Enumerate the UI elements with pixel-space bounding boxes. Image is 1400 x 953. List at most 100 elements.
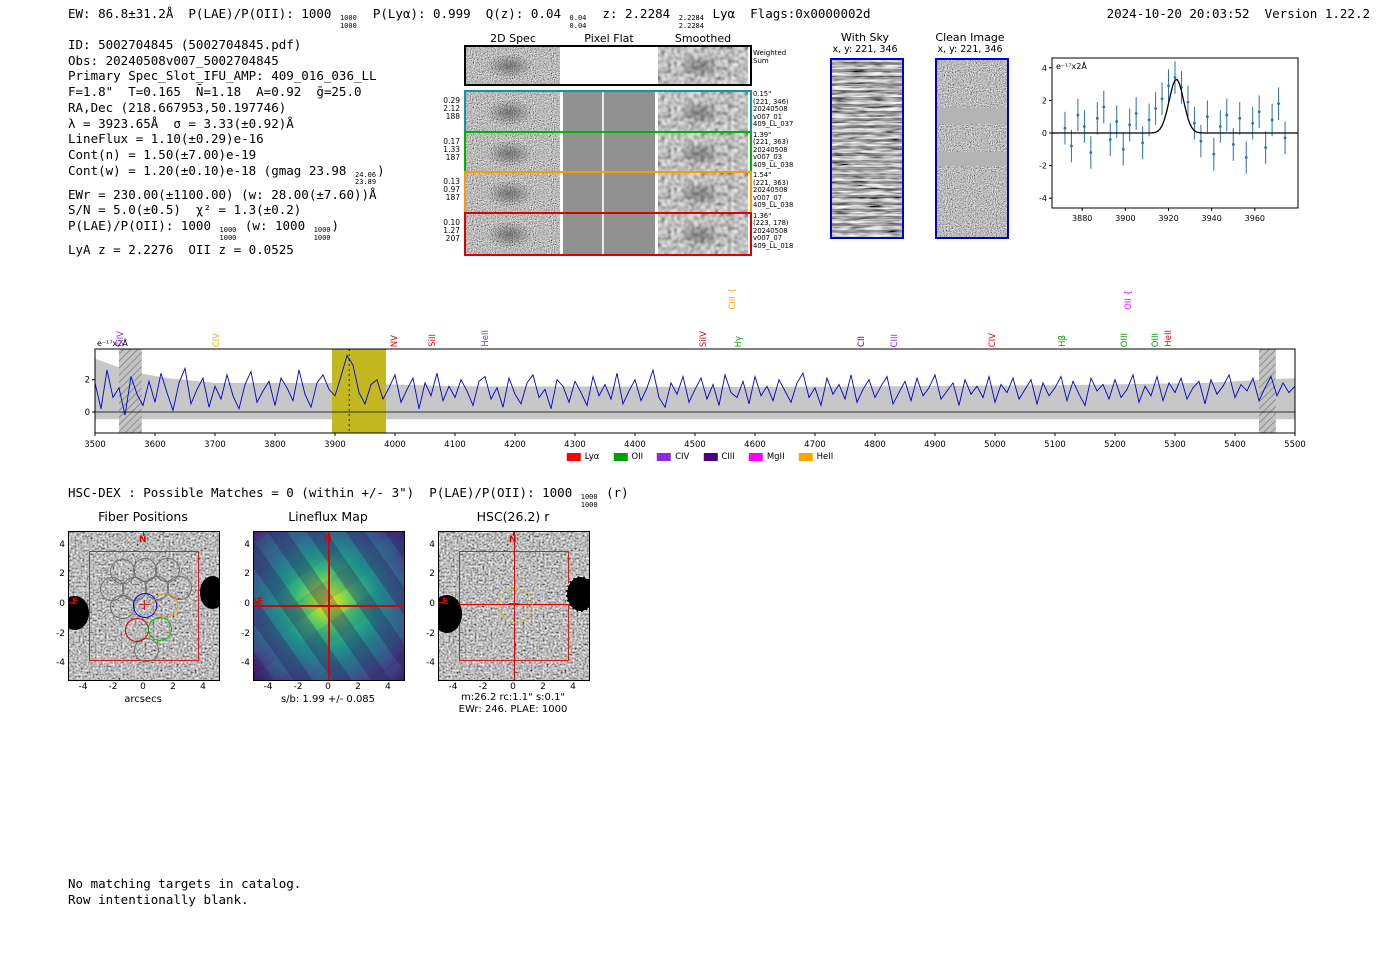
stamp-left-labels: 0.10 1.27 207 xyxy=(434,218,460,244)
compass-east-tick xyxy=(439,602,443,603)
info-line-8: Cont(w) = 1.20(±0.10)e-18 (gmag 23.98 24… xyxy=(68,162,385,187)
data-point xyxy=(1134,112,1138,115)
catalog-match-summary: HSC-DEX : Possible Matches = 0 (within +… xyxy=(68,485,629,509)
x-tick-label: -2 xyxy=(478,682,488,692)
col-header-smoothed: Smoothed xyxy=(674,32,732,45)
fiber-positions-image xyxy=(68,531,220,681)
y-tick-label: 0 xyxy=(85,408,90,418)
data-point xyxy=(1102,105,1106,109)
data-point xyxy=(1244,156,1248,159)
info-line-7: Cont(n) = 1.50(±7.00)e-19 xyxy=(68,146,257,162)
x-tick-label: 4000 xyxy=(384,440,406,450)
masked-region xyxy=(119,349,142,433)
stamp-row xyxy=(464,171,752,215)
stamp-annotation-line: 0.15" xyxy=(753,90,772,98)
stamp-annotation: 0.15" (221, 346) 20240508 v007_01 409_LL_037 xyxy=(753,90,805,129)
info-line-5: λ = 3923.65Å σ = 3.33(±0.92)Å xyxy=(68,115,294,131)
full-spectrum-plot: 3500 3600 3700 3800 3900 4000 4100 4200 4300 4400… xyxy=(85,338,1306,450)
y-tick-label: 4 xyxy=(244,539,250,550)
weighted-sum-line: Sum xyxy=(753,56,769,65)
detection-info-block: ID: 5002704845 (5002704845.pdf) Obs: 2024… xyxy=(68,37,385,258)
stamp-annotation-line: v007_07 xyxy=(753,193,783,202)
fraction-upper: 2.2284 xyxy=(678,14,704,22)
y-tick-label: 2 xyxy=(244,569,250,580)
fiber-circle-selected xyxy=(124,617,149,643)
spectrum-line xyxy=(94,354,1296,416)
data-point xyxy=(1238,116,1242,120)
stamp-annotation: 1.39" (221, 363) 20240508 v007_03 409_LL_038 xyxy=(753,131,805,170)
x-tick-label: 5300 xyxy=(1164,440,1186,450)
y-tick-label: 0 xyxy=(1042,129,1047,138)
col-header-pixelflat: Pixel Flat xyxy=(584,32,634,45)
info-line-2: Primary Spec_Slot_IFU_AMP: 409_016_036_L… xyxy=(68,68,377,84)
fraction-lower: 1000 xyxy=(219,233,237,242)
emission-blob xyxy=(466,132,560,173)
stamp-cell-pixelflat xyxy=(563,47,655,84)
x-tick-label: 4600 xyxy=(744,440,766,450)
fit-plot-ylabel: e⁻¹⁷x2Å xyxy=(1056,60,1087,71)
masked-region xyxy=(1259,349,1276,433)
stamp-annotation-line: 409_LL_037 xyxy=(753,120,794,128)
data-point xyxy=(1251,121,1255,125)
lineflux-map-title: Lineflux Map xyxy=(288,509,368,524)
legend-item: CIV xyxy=(657,452,689,462)
fiber-circle-selected xyxy=(153,593,178,618)
y-tick-label: -2 xyxy=(241,628,250,639)
y-tick-label: -4 xyxy=(56,658,65,669)
stamp-row-weighted xyxy=(464,45,752,86)
hsc-xlabel-1: m:26.2 rc:1.1" s:0.1" xyxy=(460,692,566,703)
fiber-row-stripes xyxy=(832,60,902,237)
info-line-9: EWr = 230.00(±1100.00) (w: 28.00(±7.60))… xyxy=(68,186,377,202)
data-point xyxy=(1257,110,1261,114)
masked-row-band xyxy=(937,107,1007,124)
x-tick-label: 0 xyxy=(140,682,146,692)
stamp-cell-spec2d xyxy=(466,213,560,254)
y-tick-label: -4 xyxy=(426,658,435,669)
stamp-annotation-line: 20240508 xyxy=(753,226,788,235)
x-tick-label: 3920 xyxy=(1158,214,1178,223)
stamp-cell-smoothed xyxy=(658,173,748,213)
emission-line-label: Hβ xyxy=(1058,335,1069,347)
x-tick-label: -4 xyxy=(78,682,88,692)
x-tick-label: 4900 xyxy=(924,440,946,450)
legend-item: MgII xyxy=(748,452,785,462)
stamp-annotation: 1.36" (223, 178) 20240508 v007_07 409_LL_018 xyxy=(753,212,805,251)
emission-line-label: CIV xyxy=(211,332,222,347)
masked-blob xyxy=(199,576,219,609)
stacked-fraction: 1000 1000 xyxy=(220,227,237,242)
center-marker xyxy=(143,599,145,610)
y-tick-label: 0 xyxy=(429,599,435,609)
emission-line-label: HeII xyxy=(1164,330,1175,347)
stamp-left-value: 188 xyxy=(445,112,460,122)
emission-blob xyxy=(658,173,748,213)
stamp-row xyxy=(464,90,752,134)
stamp-noise xyxy=(466,47,560,84)
x-tick-label: 5100 xyxy=(1044,440,1066,450)
fit-plot-frame xyxy=(1051,57,1299,209)
y-tick-label: 4 xyxy=(59,539,65,550)
stamp-noise xyxy=(466,92,560,132)
data-point xyxy=(1212,152,1216,156)
stamp-annotation-line: (221, 363) xyxy=(753,178,789,187)
stamp-noise xyxy=(466,213,560,254)
with-sky-title: With Sky xyxy=(841,31,889,44)
fraction-lower: 2.2284 xyxy=(678,21,704,30)
legend-label: OII xyxy=(631,452,644,462)
x-tick-label: 0 xyxy=(510,682,516,692)
x-tick-label: 5000 xyxy=(984,440,1006,450)
pixelflat-line xyxy=(601,132,604,173)
emission-line-label: SiIV xyxy=(699,330,710,347)
emission-line-label: NV xyxy=(389,334,400,347)
clean-image xyxy=(935,58,1009,239)
emission-line-label: CII xyxy=(856,336,867,347)
x-tick-label: 5200 xyxy=(1104,440,1126,450)
stamp-cell-pixelflat xyxy=(563,132,655,173)
masked-row-band xyxy=(937,152,1007,167)
info-line-12: LyA z = 2.2276 OII z = 0.0525 xyxy=(68,242,294,258)
hsc-xlabel-2: EWr: 246. PLAE: 1000 xyxy=(458,704,568,715)
data-point xyxy=(1089,151,1093,154)
stamp-left-labels: 0.29 2.12 188 xyxy=(434,96,460,122)
stamp-left-value: 207 xyxy=(445,233,460,243)
stamp-annotation: 1.54" (221, 363) 20240508 v007_07 409_LL_038 xyxy=(753,171,805,210)
stamp-annotation-line: 20240508 xyxy=(753,145,788,154)
